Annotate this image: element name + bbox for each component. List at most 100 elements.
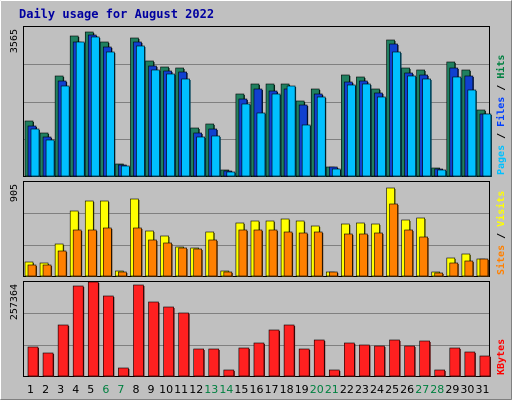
bar-pages-day-19 — [301, 124, 311, 177]
x-tick-day-5: 5 — [87, 383, 94, 396]
x-tick-day-21: 21 — [325, 383, 339, 396]
bar-kbytes-day-10 — [163, 306, 174, 377]
bar-pages-day-28 — [437, 169, 447, 177]
bar-kbytes-day-7 — [118, 367, 129, 377]
bar-pages-day-12 — [196, 136, 206, 177]
bar-sites-day-23 — [359, 233, 368, 277]
chart-title: Daily usage for August 2022 — [19, 7, 214, 21]
x-tick-day-17: 17 — [265, 383, 279, 396]
x-tick-day-16: 16 — [250, 383, 264, 396]
x-tick-day-9: 9 — [148, 383, 155, 396]
bar-pages-day-22 — [347, 84, 356, 177]
legend-entry: KBytes — [496, 339, 507, 375]
legend-kbytes: KBytes — [496, 339, 507, 375]
x-tick-day-23: 23 — [355, 383, 369, 396]
bar-pages-day-9 — [151, 69, 160, 177]
bar-sites-day-31 — [479, 258, 489, 277]
bar-sites-day-1 — [27, 264, 37, 277]
bar-sites-day-12 — [193, 248, 203, 277]
bar-sites-day-25 — [389, 203, 398, 277]
bar-kbytes-day-26 — [404, 345, 415, 377]
bar-pages-day-8 — [136, 45, 145, 177]
legend-entry: Sites — [495, 245, 507, 275]
bar-kbytes-day-1 — [27, 346, 39, 377]
x-tick-day-6: 6 — [102, 383, 109, 396]
x-tick-day-8: 8 — [132, 383, 139, 396]
bar-sites-day-26 — [404, 229, 413, 277]
x-tick-day-24: 24 — [370, 383, 384, 396]
bar-pages-day-24 — [377, 96, 386, 177]
legend-entry: Hits — [495, 55, 507, 79]
x-tick-day-26: 26 — [400, 383, 414, 396]
bar-pages-day-27 — [422, 78, 431, 177]
bar-pages-day-29 — [452, 76, 462, 177]
bar-pages-day-17 — [271, 93, 281, 177]
bar-sites-day-17 — [268, 229, 278, 277]
bar-sites-day-3 — [57, 250, 67, 277]
bar-kbytes-day-4 — [72, 285, 84, 377]
bar-kbytes-day-16 — [253, 342, 265, 377]
y-max-label-hits-files-pages: 3565 — [9, 29, 20, 53]
bar-kbytes-day-22 — [344, 342, 355, 377]
bar-pages-day-23 — [362, 83, 371, 177]
bar-kbytes-day-11 — [178, 312, 189, 377]
legend-entry: / — [496, 227, 507, 245]
bar-pages-day-30 — [467, 89, 477, 177]
bar-kbytes-day-17 — [268, 329, 280, 377]
bar-kbytes-day-12 — [193, 348, 205, 377]
bar-sites-day-7 — [118, 271, 127, 277]
bar-sites-day-18 — [283, 231, 293, 277]
bar-kbytes-day-28 — [434, 369, 446, 377]
legend-entry: / — [496, 127, 507, 145]
bar-sites-day-5 — [87, 229, 97, 277]
bar-sites-day-4 — [72, 229, 82, 277]
bar-kbytes-day-2 — [42, 352, 54, 377]
x-tick-day-13: 13 — [204, 383, 218, 396]
bar-kbytes-day-30 — [464, 351, 476, 377]
bar-kbytes-day-21 — [328, 369, 340, 377]
bar-pages-day-20 — [316, 96, 326, 177]
bar-sites-day-14 — [223, 271, 233, 277]
x-tick-day-11: 11 — [174, 383, 188, 396]
bar-kbytes-day-23 — [359, 344, 370, 377]
x-tick-day-4: 4 — [72, 383, 79, 396]
bar-kbytes-day-27 — [419, 340, 430, 377]
bar-sites-day-11 — [178, 247, 187, 277]
y-max-label-visits-sites: 905 — [9, 184, 20, 202]
bar-pages-day-3 — [60, 85, 70, 177]
bar-kbytes-day-9 — [148, 301, 159, 377]
bar-kbytes-day-15 — [238, 347, 250, 377]
legend-hits-files-pages: Pages / Files / Hits — [495, 55, 507, 175]
bar-sites-day-9 — [148, 239, 157, 277]
bar-kbytes-day-5 — [87, 281, 99, 377]
bar-kbytes-day-18 — [283, 324, 295, 377]
x-tick-day-15: 15 — [234, 383, 248, 396]
bar-sites-day-28 — [434, 272, 444, 277]
bar-pages-day-4 — [75, 41, 85, 177]
x-tick-day-27: 27 — [415, 383, 429, 396]
x-tick-day-19: 19 — [295, 383, 309, 396]
bar-pages-day-5 — [90, 36, 100, 177]
bar-kbytes-day-19 — [298, 348, 310, 377]
bar-sites-day-15 — [238, 229, 248, 277]
bar-pages-day-10 — [166, 73, 175, 177]
bar-pages-day-18 — [286, 85, 296, 177]
x-tick-day-18: 18 — [280, 383, 294, 396]
bar-pages-day-16 — [256, 112, 266, 177]
bar-sites-day-6 — [103, 227, 112, 277]
x-tick-day-20: 20 — [310, 383, 324, 396]
x-tick-day-30: 30 — [460, 383, 474, 396]
bar-pages-day-2 — [45, 139, 55, 177]
bar-kbytes-day-31 — [479, 355, 491, 377]
bar-sites-day-21 — [328, 271, 338, 277]
bar-kbytes-day-8 — [133, 284, 144, 377]
bar-kbytes-day-14 — [223, 369, 235, 377]
bar-sites-day-19 — [298, 232, 308, 277]
y-max-label-kbytes: 257364 — [9, 284, 20, 320]
bar-pages-day-7 — [121, 165, 130, 177]
x-tick-day-2: 2 — [42, 383, 49, 396]
bar-sites-day-13 — [208, 239, 218, 277]
bar-sites-day-27 — [419, 236, 428, 277]
x-tick-day-1: 1 — [27, 383, 34, 396]
